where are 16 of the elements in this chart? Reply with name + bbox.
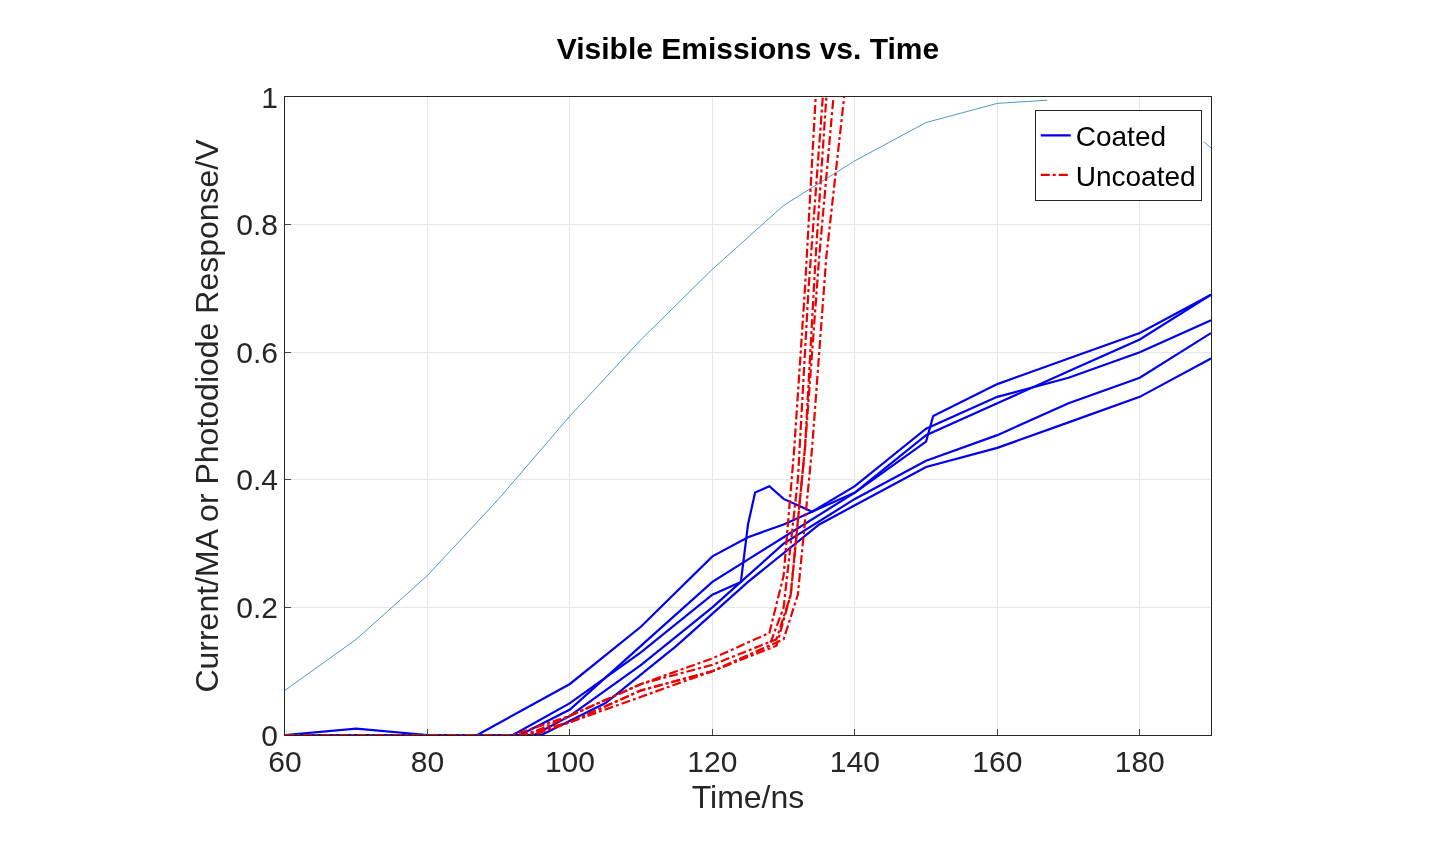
x-tick-label: 100: [544, 745, 595, 778]
legend-label: Coated: [1075, 121, 1167, 153]
y-tick-label: 0.4: [236, 463, 278, 497]
x-tick-label: 140: [829, 745, 880, 778]
x-tick-label: 160: [972, 745, 1023, 778]
x-tick-label: 120: [687, 745, 738, 778]
y-tick-label: 1: [261, 80, 278, 114]
y-axis-title: Current/MA or Photodiode Response/V: [188, 138, 225, 693]
x-axis-title: Time/ns: [691, 778, 805, 815]
x-tick-label: 180: [1114, 745, 1165, 778]
y-tick-label: 0.8: [236, 208, 278, 242]
chart-title: Visible Emissions vs. Time: [556, 32, 940, 66]
y-tick-label: 0.2: [236, 590, 278, 624]
y-tick-label: 0.6: [236, 335, 278, 369]
legend-label: Uncoated: [1075, 160, 1196, 192]
x-tick-label: 80: [410, 745, 445, 778]
